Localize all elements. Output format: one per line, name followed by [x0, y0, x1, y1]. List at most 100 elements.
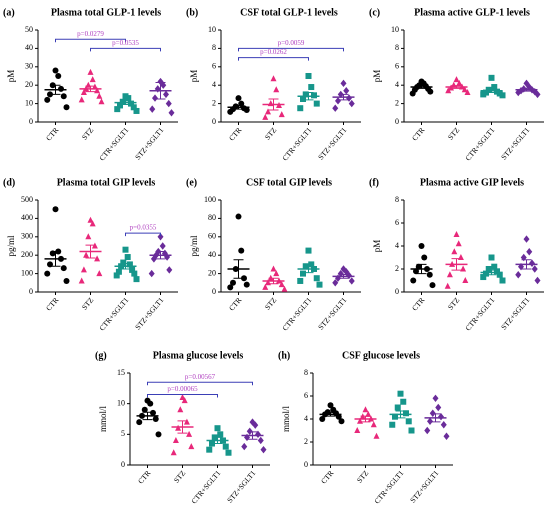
data-point: [163, 90, 169, 99]
data-point: [308, 261, 315, 268]
data-point: [141, 406, 148, 413]
y-tick-label: 40: [208, 250, 216, 259]
error-bar: [451, 85, 462, 89]
data-point: [222, 443, 229, 450]
data-point: [343, 87, 350, 95]
y-tick-label: 0: [395, 287, 399, 296]
x-tick-label: STZ+SGLT1: [316, 295, 348, 331]
error-bar: [451, 258, 462, 271]
data-point: [125, 95, 132, 102]
data-point: [435, 403, 442, 412]
data-point: [63, 104, 70, 111]
data-point: [515, 88, 522, 97]
error-bar: [155, 81, 166, 100]
data-point: [335, 413, 342, 420]
data-point: [52, 206, 59, 213]
y-tick-label: 4: [395, 241, 399, 250]
data-point: [241, 275, 247, 282]
y-tick-label: 4: [395, 80, 399, 89]
data-point: [225, 449, 232, 456]
data-point: [491, 84, 498, 91]
x-tick-label: CTR+SGLT1: [463, 295, 496, 332]
data-point: [262, 283, 269, 290]
x-tick-label: STZ: [80, 295, 96, 311]
x-tick-label: STZ: [80, 125, 96, 141]
data-point: [370, 421, 377, 428]
data-point: [531, 265, 538, 273]
error-bar: [338, 93, 349, 101]
error-bar: [303, 92, 314, 101]
data-point: [154, 85, 161, 93]
data-point: [172, 436, 179, 443]
error-bar: [142, 411, 153, 421]
data-point: [300, 270, 306, 277]
y-tick-label: 8: [395, 195, 399, 204]
x-tick-label: CTR+SGLT1: [280, 125, 313, 162]
data-point: [488, 254, 495, 261]
y-tick-label: 2: [395, 98, 399, 107]
y-tick-label: 2: [304, 437, 308, 446]
data-point: [305, 247, 312, 254]
data-point: [80, 89, 87, 96]
data-point: [96, 92, 103, 99]
error-bar: [50, 84, 61, 95]
data-point: [89, 220, 96, 227]
y-tick-label: 6: [212, 62, 216, 71]
data-point: [335, 97, 341, 105]
chart-title: Plasma active GIP levels: [420, 177, 524, 188]
data-point: [311, 92, 317, 99]
data-point: [96, 270, 103, 277]
x-tick-label: CTR+SGLT1: [463, 125, 496, 162]
data-point: [392, 413, 398, 420]
data-point: [480, 91, 487, 98]
chart-title: Plasma total GLP-1 levels: [51, 7, 161, 18]
data-point: [483, 270, 489, 277]
data-point: [496, 271, 503, 278]
x-tick-label: STZ: [263, 295, 279, 311]
data-point: [362, 406, 369, 413]
data-point: [78, 96, 85, 103]
x-tick-label: STZ+SGLT1: [499, 295, 531, 331]
data-point: [85, 233, 92, 240]
data-point: [319, 416, 326, 422]
y-tick-label: 8: [304, 368, 308, 377]
data-point: [273, 86, 280, 93]
y-tick-label: 4: [304, 414, 308, 423]
data-point: [456, 79, 463, 86]
y-tick-label: 6: [395, 218, 399, 227]
data-point: [170, 449, 177, 456]
data-point: [63, 277, 70, 284]
data-point: [227, 108, 234, 115]
x-tick-label: CTR: [136, 469, 152, 486]
data-point: [168, 109, 175, 117]
data-point: [47, 91, 53, 98]
x-tick-label: STZ: [172, 468, 188, 484]
data-point: [150, 409, 156, 416]
data-point: [445, 87, 452, 94]
data-point: [98, 98, 105, 105]
data-point: [308, 84, 315, 91]
error-bar: [395, 410, 406, 419]
y-tick-label: 10: [25, 98, 33, 107]
data-point: [348, 99, 355, 108]
data-point: [440, 421, 447, 429]
y-tick-label: 6: [395, 62, 399, 71]
error-bar: [416, 263, 427, 275]
data-point: [166, 266, 173, 274]
data-point: [451, 248, 458, 255]
data-point: [526, 248, 533, 256]
data-point: [147, 400, 154, 407]
data-point: [534, 276, 541, 285]
data-point: [432, 394, 439, 402]
y-tick-label: 80: [208, 213, 216, 222]
data-point: [389, 421, 396, 428]
data-point: [427, 417, 433, 425]
y-axis-label: pM: [372, 70, 382, 83]
error-bar: [247, 431, 258, 440]
panel-label: (b): [186, 7, 198, 18]
data-point: [117, 102, 123, 109]
y-axis-label: mmol/l: [281, 406, 291, 433]
data-point: [157, 233, 164, 241]
data-point: [297, 277, 304, 284]
error-bar: [120, 100, 131, 106]
